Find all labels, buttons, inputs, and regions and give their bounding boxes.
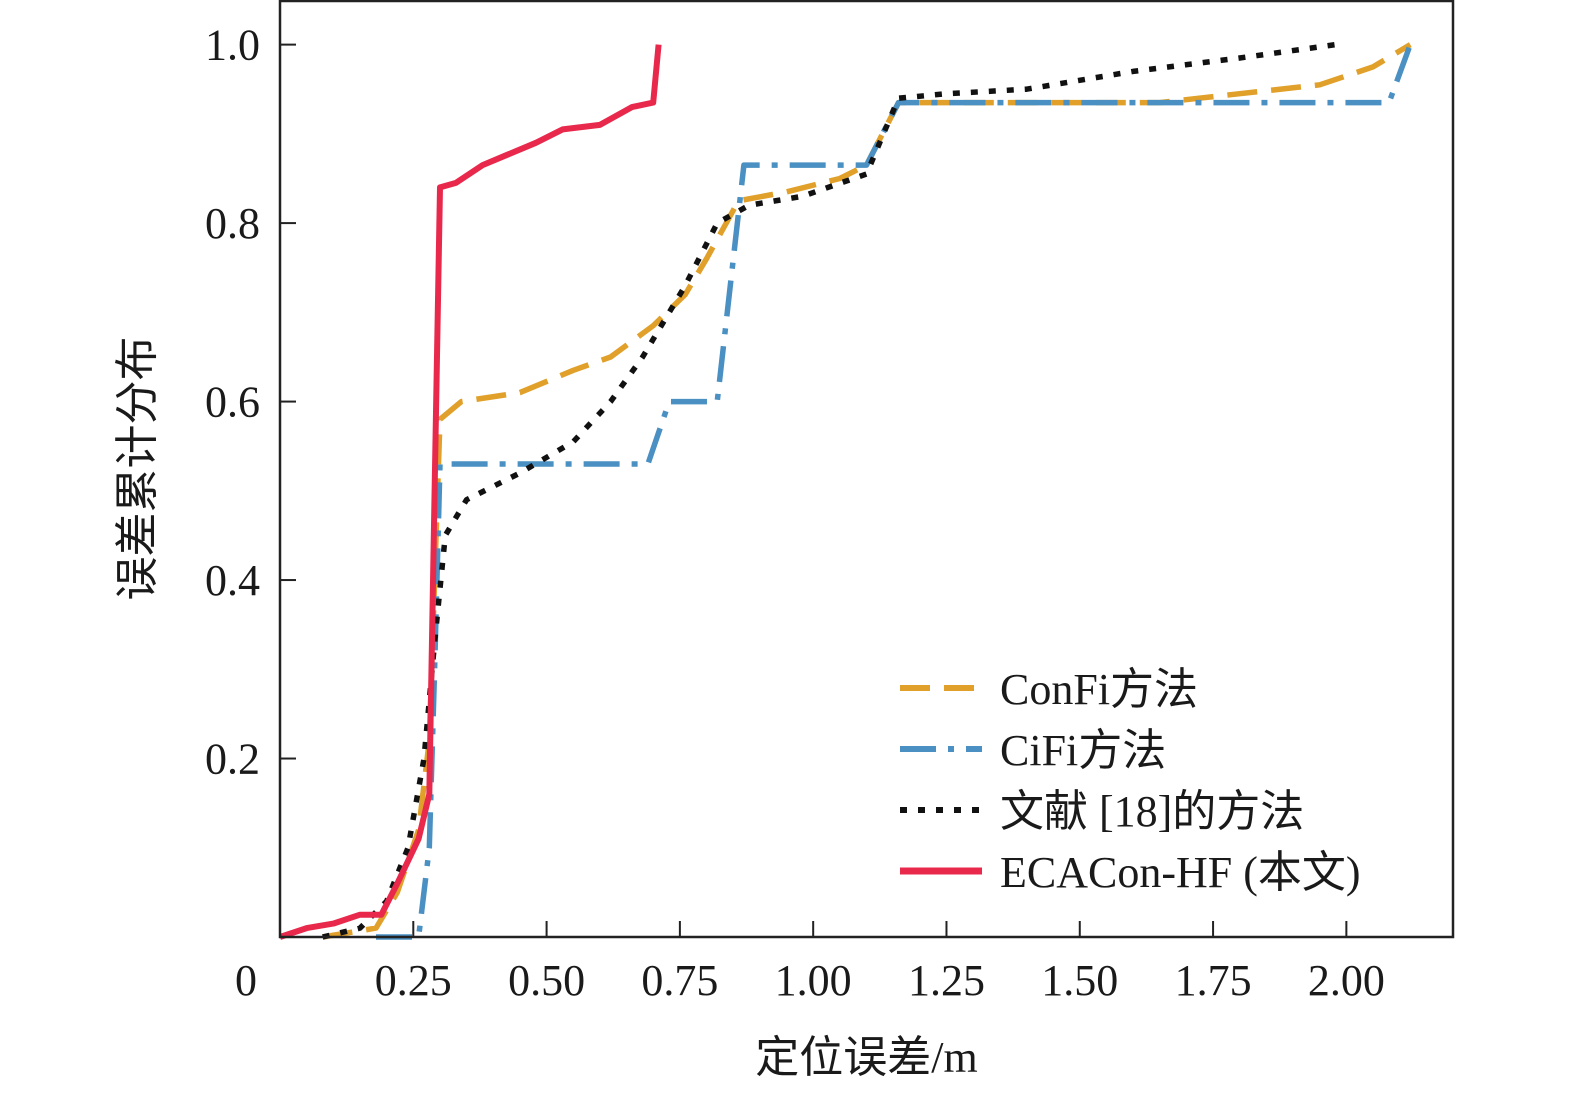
y-axis: 0.2 0.4 0.6 0.8 1.0 xyxy=(205,21,296,784)
x-tick-label: 1.50 xyxy=(1041,956,1118,1005)
x-tick-label: 1.00 xyxy=(775,956,852,1005)
y-tick-label: 0.6 xyxy=(205,378,260,427)
x-tick-label: 0.25 xyxy=(375,956,452,1005)
legend-label: 文献 [18]的方法 xyxy=(1000,787,1304,836)
y-tick-label: 0.8 xyxy=(205,199,260,248)
y-tick-label: 1.0 xyxy=(205,21,260,70)
series-line-3 xyxy=(322,41,1337,940)
x-axis: 0.25 0.50 0.75 1.00 1.25 1.50 1.75 2.00 xyxy=(375,921,1385,1005)
y-tick-label: 0.4 xyxy=(205,556,260,605)
legend-label: ConFi方法 xyxy=(1000,665,1198,714)
legend-label: ECACon-HF (本文) xyxy=(1000,848,1361,897)
x-tick-label: 0.50 xyxy=(508,956,585,1005)
plot-frame xyxy=(278,0,1455,939)
x-tick-label: 0.75 xyxy=(641,956,718,1005)
x-axis-title: 定位误差/m xyxy=(755,1033,977,1082)
legend-label: CiFi方法 xyxy=(1000,726,1166,775)
x-tick-label: 1.75 xyxy=(1175,956,1252,1005)
origin-label: 0 xyxy=(235,956,257,1005)
series-layer xyxy=(279,41,1413,940)
series-line-2 xyxy=(376,43,1413,940)
x-tick-label: 1.25 xyxy=(908,956,985,1005)
x-tick-label: 2.00 xyxy=(1308,956,1385,1005)
series-line-4 xyxy=(279,44,662,940)
y-axis-title: 误差累计分布 xyxy=(113,337,162,601)
y-tick-label: 0.2 xyxy=(205,735,260,784)
